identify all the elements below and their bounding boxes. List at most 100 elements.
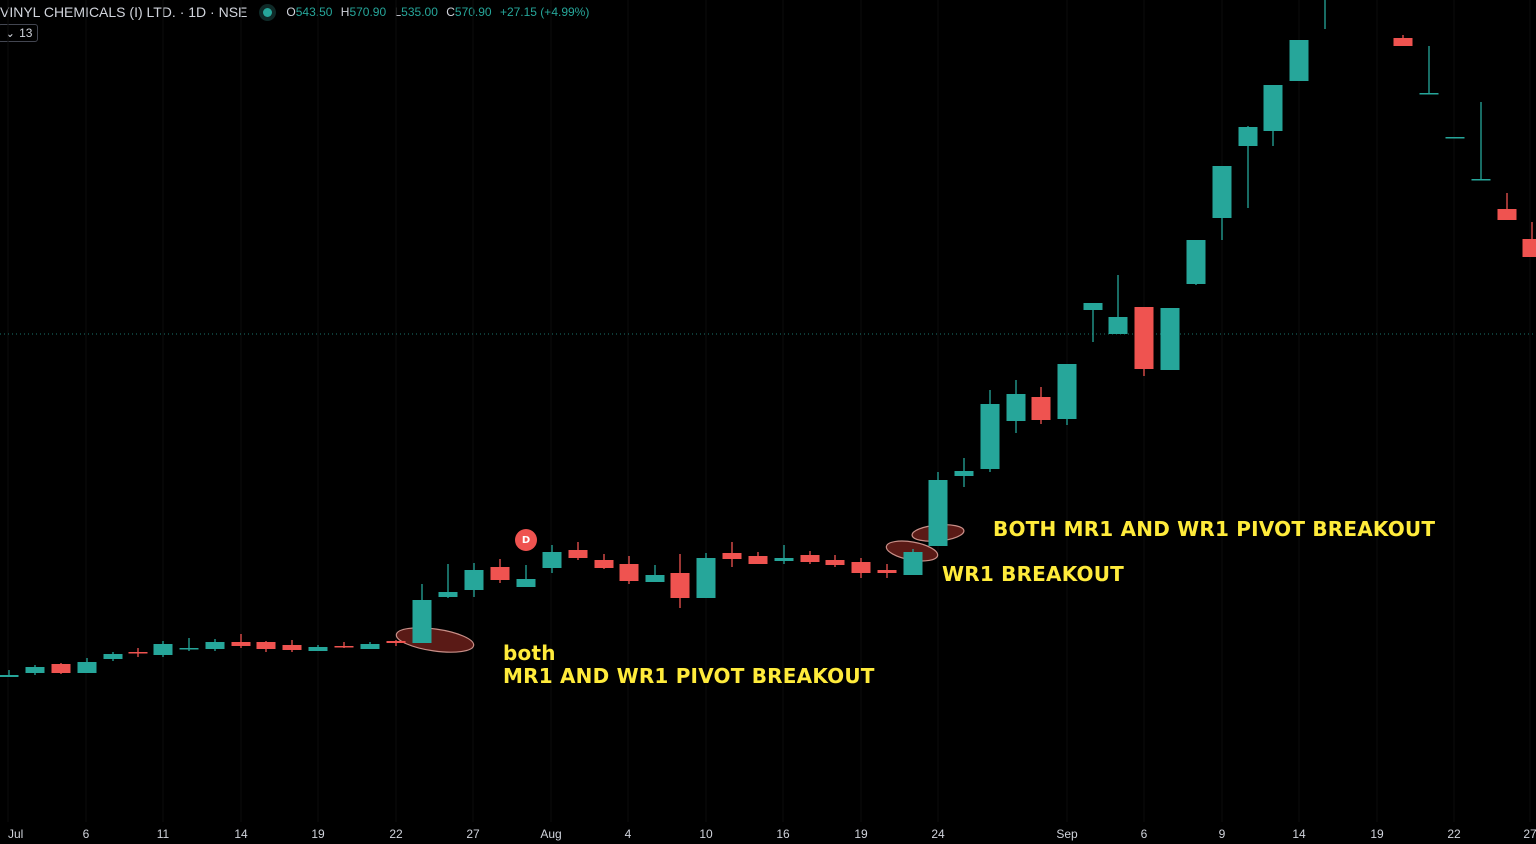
candle[interactable] <box>1393 35 1413 46</box>
time-axis-tick: 19 <box>311 827 325 841</box>
time-axis-tick: 19 <box>1370 827 1384 841</box>
candle[interactable] <box>256 641 276 652</box>
candle[interactable] <box>25 665 45 675</box>
open-label: O <box>286 5 296 19</box>
candle[interactable] <box>980 390 1000 472</box>
time-axis[interactable]: Jul 6 11 14 19 22 27 Aug 4 10 16 19 24 Sep 6 9 14 19 22 27 <box>0 822 1536 844</box>
candle[interactable] <box>334 642 354 648</box>
annotation-mr1-wr1-breakout: BOTH MR1 AND WR1 PIVOT BREAKOUT <box>993 517 1436 541</box>
time-axis-tick: 14 <box>234 827 248 841</box>
candle[interactable] <box>1057 364 1077 425</box>
candle[interactable] <box>722 542 742 567</box>
candle[interactable] <box>490 559 510 583</box>
candle[interactable] <box>619 556 639 584</box>
candle[interactable] <box>308 645 328 651</box>
candle[interactable] <box>954 458 974 487</box>
candle[interactable] <box>670 554 690 608</box>
candle[interactable] <box>1263 85 1283 146</box>
candle[interactable] <box>774 545 794 564</box>
time-axis-tick: 16 <box>776 827 790 841</box>
symbol-legend: VINYL CHEMICALS (I) LTD. · 1D · NSE O543… <box>0 2 594 22</box>
candle[interactable] <box>1238 126 1258 208</box>
close-label: C <box>446 5 455 19</box>
time-axis-tick: 24 <box>931 827 945 841</box>
chevron-down-icon: ⌄ <box>5 26 16 40</box>
time-axis-tick: 6 <box>82 827 90 841</box>
time-axis-tick: 10 <box>699 827 713 841</box>
annotation-line: MR1 AND WR1 PIVOT BREAKOUT <box>503 664 875 688</box>
indicators-toggle-button[interactable]: ⌄ 13 <box>0 24 39 42</box>
low-value: 535.00 <box>401 5 438 19</box>
time-axis-tick: 22 <box>1447 827 1461 841</box>
candle[interactable] <box>1134 307 1154 376</box>
candle[interactable] <box>386 640 406 646</box>
open-value: 543.50 <box>295 5 333 19</box>
candle[interactable] <box>1186 240 1206 285</box>
candle[interactable] <box>696 553 716 598</box>
candle[interactable] <box>1471 102 1491 181</box>
dividend-badge[interactable]: D <box>515 529 537 551</box>
candle[interactable] <box>360 642 380 649</box>
time-axis-tick: 9 <box>1218 827 1226 841</box>
market-status-dot-icon <box>263 7 273 17</box>
annotation-line: both <box>503 641 556 665</box>
candle[interactable] <box>928 472 948 546</box>
time-axis-tick: 11 <box>156 827 170 841</box>
candle[interactable] <box>594 554 614 569</box>
candle[interactable] <box>516 565 536 587</box>
candle[interactable] <box>103 652 123 661</box>
time-axis-tick: 27 <box>466 827 480 841</box>
candle[interactable] <box>51 663 71 674</box>
candle[interactable] <box>1031 387 1051 424</box>
candle[interactable] <box>282 640 302 652</box>
candle[interactable] <box>438 564 458 598</box>
candle[interactable] <box>179 638 199 651</box>
candle[interactable] <box>1419 46 1439 95</box>
candle[interactable] <box>153 641 173 657</box>
candle[interactable] <box>748 552 768 564</box>
time-axis-tick: 6 <box>1140 827 1148 841</box>
candle[interactable] <box>903 549 923 575</box>
symbol-title[interactable]: VINYL CHEMICALS (I) LTD. · 1D · NSE <box>0 4 248 20</box>
candle[interactable] <box>568 542 588 560</box>
candle[interactable] <box>1083 303 1103 342</box>
candle[interactable] <box>1445 137 1465 139</box>
candle[interactable] <box>1497 193 1517 220</box>
candle[interactable] <box>1160 308 1180 370</box>
candle[interactable] <box>77 658 97 673</box>
candle[interactable] <box>1108 275 1128 334</box>
time-axis-tick: Sep <box>1056 827 1078 841</box>
candle[interactable] <box>851 558 871 578</box>
candle[interactable] <box>1006 380 1026 433</box>
highlight-ellipse[interactable] <box>395 624 475 657</box>
time-axis-tick: 4 <box>624 827 632 841</box>
change-value: +27.15 (+4.99%) <box>499 5 590 19</box>
annotation-both-breakout: both MR1 AND WR1 PIVOT BREAKOUT <box>503 642 875 688</box>
candle[interactable] <box>877 564 897 578</box>
candle[interactable] <box>464 563 484 597</box>
candle[interactable] <box>412 584 432 643</box>
indicators-count: 13 <box>19 26 33 40</box>
time-axis-tick: 22 <box>389 827 403 841</box>
candle[interactable] <box>800 551 820 564</box>
candle[interactable] <box>1289 40 1309 81</box>
candle[interactable] <box>205 639 225 651</box>
candle[interactable] <box>1212 166 1232 240</box>
candlestick-chart[interactable] <box>0 0 1536 822</box>
high-label: H <box>340 5 350 19</box>
candle[interactable] <box>1522 222 1536 257</box>
candle[interactable] <box>542 545 562 573</box>
candle[interactable] <box>1316 0 1335 29</box>
time-axis-tick: 14 <box>1292 827 1306 841</box>
low-label: L <box>394 5 402 19</box>
candle[interactable] <box>128 648 148 657</box>
dividend-badge-label: D <box>521 534 531 546</box>
high-value: 570.90 <box>349 5 387 19</box>
candle[interactable] <box>645 565 665 582</box>
candle[interactable] <box>231 634 251 648</box>
candle[interactable] <box>825 555 845 567</box>
candle[interactable] <box>0 670 19 677</box>
time-axis-tick: Jul <box>8 827 24 841</box>
time-axis-tick: 19 <box>854 827 868 841</box>
time-axis-tick: Aug <box>540 827 562 841</box>
